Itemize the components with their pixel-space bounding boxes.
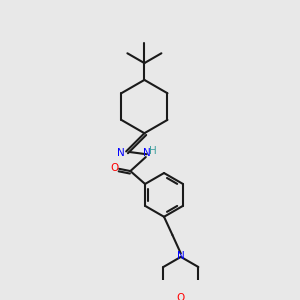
Text: H: H (149, 146, 157, 156)
Text: N: N (143, 148, 151, 158)
Text: O: O (110, 163, 118, 173)
Text: N: N (117, 148, 125, 158)
Text: O: O (177, 293, 185, 300)
Text: N: N (177, 251, 185, 261)
